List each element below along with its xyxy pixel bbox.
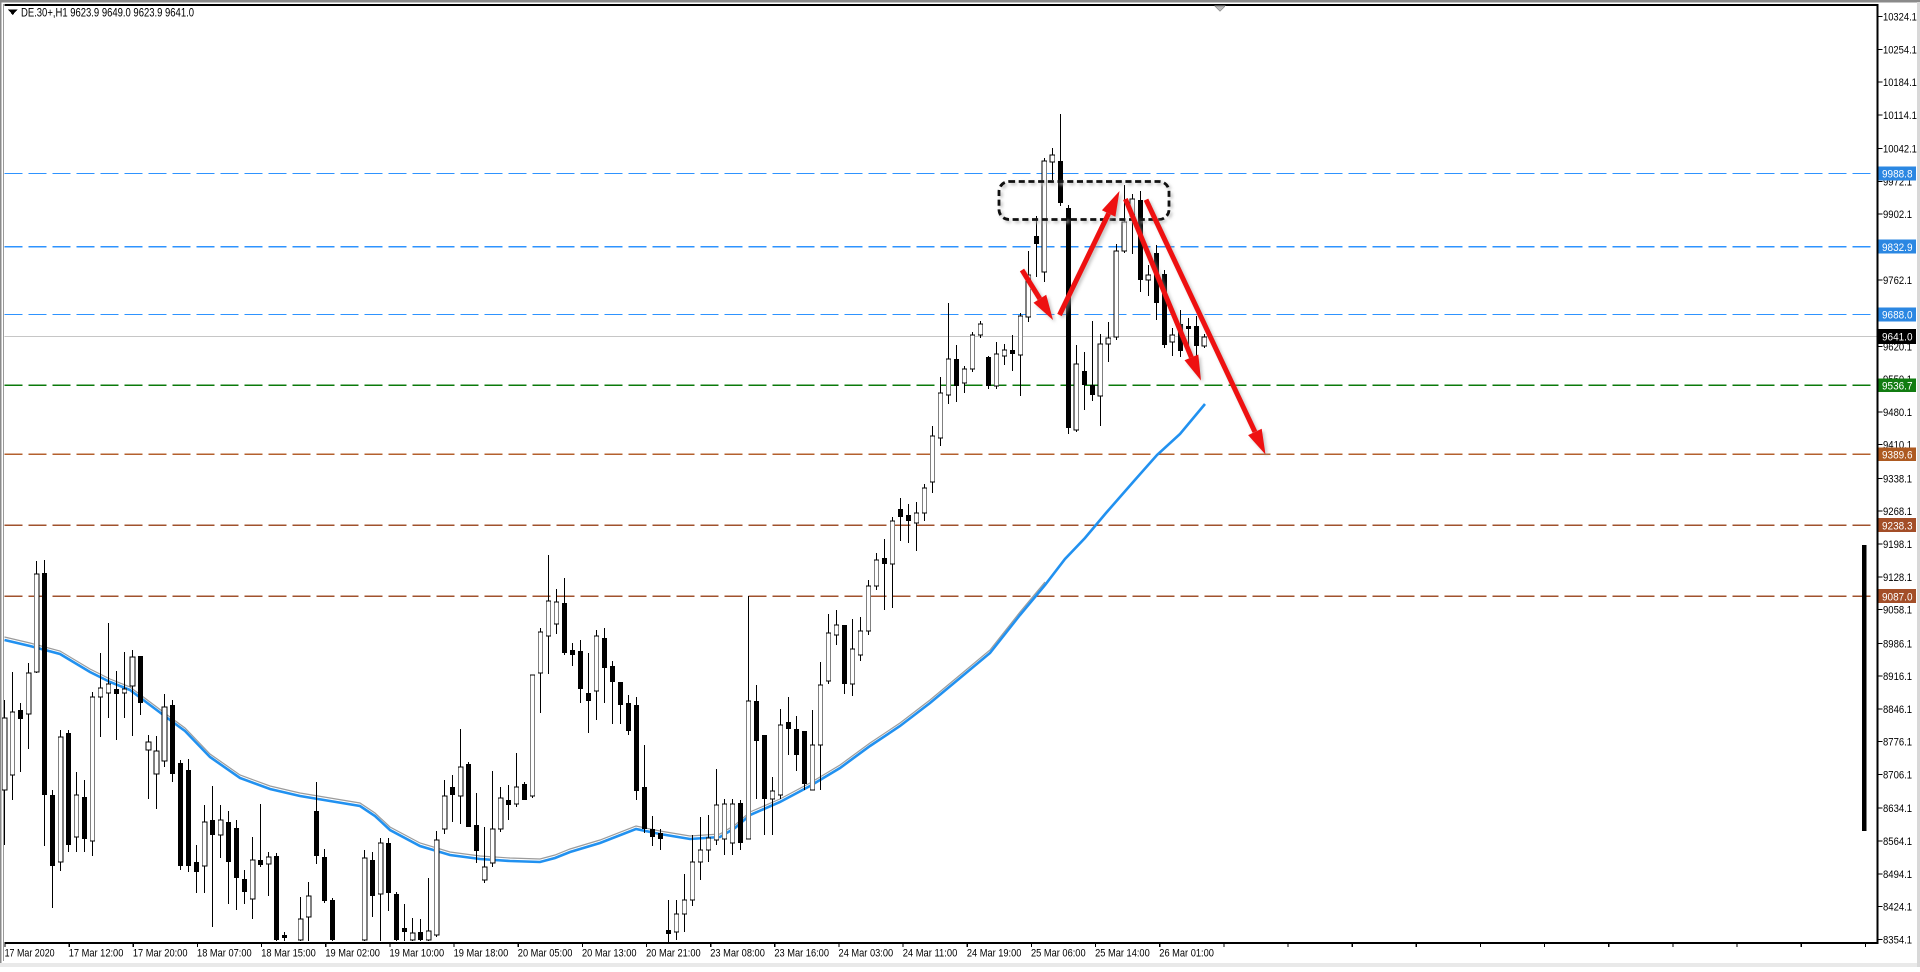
svg-text:9480.1: 9480.1 — [1883, 407, 1912, 419]
svg-text:9238.3: 9238.3 — [1882, 520, 1913, 532]
svg-text:9338.1: 9338.1 — [1883, 473, 1912, 485]
svg-text:10324.1: 10324.1 — [1883, 11, 1917, 23]
svg-text:8424.1: 8424.1 — [1883, 902, 1912, 914]
svg-text:9988.8: 9988.8 — [1882, 169, 1913, 181]
svg-text:20 Mar 05:00: 20 Mar 05:00 — [518, 948, 573, 960]
svg-text:18 Mar 15:00: 18 Mar 15:00 — [261, 948, 316, 960]
svg-text:9268.1: 9268.1 — [1883, 506, 1912, 518]
svg-text:10114.1: 10114.1 — [1883, 110, 1917, 122]
svg-text:17 Mar 2020: 17 Mar 2020 — [5, 948, 55, 960]
svg-text:9389.6: 9389.6 — [1882, 450, 1913, 462]
svg-text:8354.1: 8354.1 — [1883, 934, 1912, 946]
svg-text:18 Mar 07:00: 18 Mar 07:00 — [197, 948, 252, 960]
svg-text:9688.0: 9688.0 — [1882, 310, 1913, 322]
svg-text:9832.9: 9832.9 — [1882, 242, 1913, 254]
svg-text:19 Mar 02:00: 19 Mar 02:00 — [325, 948, 380, 960]
svg-text:9536.7: 9536.7 — [1882, 381, 1913, 393]
svg-text:23 Mar 16:00: 23 Mar 16:00 — [774, 948, 829, 960]
svg-text:8776.1: 8776.1 — [1883, 737, 1912, 749]
svg-text:25 Mar 06:00: 25 Mar 06:00 — [1031, 948, 1086, 960]
svg-text:17 Mar 20:00: 17 Mar 20:00 — [133, 948, 188, 960]
svg-text:10184.1: 10184.1 — [1883, 77, 1917, 89]
svg-text:9641.0: 9641.0 — [1882, 332, 1913, 344]
svg-text:17 Mar 12:00: 17 Mar 12:00 — [69, 948, 124, 960]
svg-text:10254.1: 10254.1 — [1883, 44, 1917, 56]
svg-text:8986.1: 8986.1 — [1883, 638, 1912, 650]
svg-text:9198.1: 9198.1 — [1883, 539, 1912, 551]
svg-text:24 Mar 03:00: 24 Mar 03:00 — [839, 948, 894, 960]
svg-text:8706.1: 8706.1 — [1883, 769, 1912, 781]
svg-text:20 Mar 21:00: 20 Mar 21:00 — [646, 948, 701, 960]
svg-text:23 Mar 08:00: 23 Mar 08:00 — [710, 948, 765, 960]
svg-text:20 Mar 13:00: 20 Mar 13:00 — [582, 948, 637, 960]
svg-text:9128.1: 9128.1 — [1883, 572, 1912, 584]
svg-text:8634.1: 8634.1 — [1883, 803, 1912, 815]
svg-text:9762.1: 9762.1 — [1883, 275, 1912, 287]
svg-text:19 Mar 18:00: 19 Mar 18:00 — [454, 948, 509, 960]
svg-text:DE.30+,H1 9623.9 9649.0 9623.: DE.30+,H1 9623.9 9649.0 9623.9 9641.0 — [21, 8, 194, 20]
svg-text:8916.1: 8916.1 — [1883, 671, 1912, 683]
svg-text:9058.1: 9058.1 — [1883, 605, 1912, 617]
svg-text:10042.1: 10042.1 — [1883, 144, 1917, 156]
svg-text:8494.1: 8494.1 — [1883, 869, 1912, 881]
svg-text:8846.1: 8846.1 — [1883, 704, 1912, 716]
svg-text:24 Mar 19:00: 24 Mar 19:00 — [967, 948, 1022, 960]
svg-text:19 Mar 10:00: 19 Mar 10:00 — [390, 948, 445, 960]
svg-text:8564.1: 8564.1 — [1883, 836, 1912, 848]
svg-text:9087.0: 9087.0 — [1882, 591, 1913, 603]
svg-text:9620.1: 9620.1 — [1883, 341, 1912, 353]
svg-text:25 Mar 14:00: 25 Mar 14:00 — [1095, 948, 1150, 960]
svg-text:26 Mar 01:00: 26 Mar 01:00 — [1159, 948, 1214, 960]
svg-text:24 Mar 11:00: 24 Mar 11:00 — [903, 948, 958, 960]
svg-text:9902.1: 9902.1 — [1883, 209, 1912, 221]
